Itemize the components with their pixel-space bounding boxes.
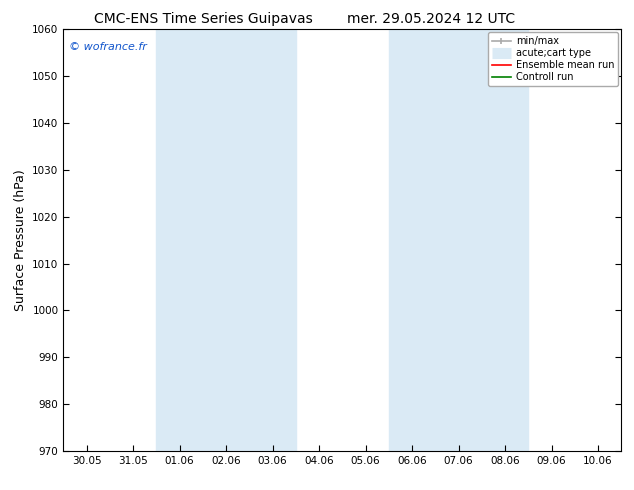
Text: CMC-ENS Time Series Guipavas: CMC-ENS Time Series Guipavas [93,12,313,26]
Bar [389,29,528,451]
Bar [157,29,296,451]
Text: © wofrance.fr: © wofrance.fr [69,42,147,52]
Y-axis label: Surface Pressure (hPa): Surface Pressure (hPa) [14,169,27,311]
Text: mer. 29.05.2024 12 UTC: mer. 29.05.2024 12 UTC [347,12,515,26]
Legend: min/max, acute;cart type, Ensemble mean run, Controll run: min/max, acute;cart type, Ensemble mean … [488,32,618,86]
